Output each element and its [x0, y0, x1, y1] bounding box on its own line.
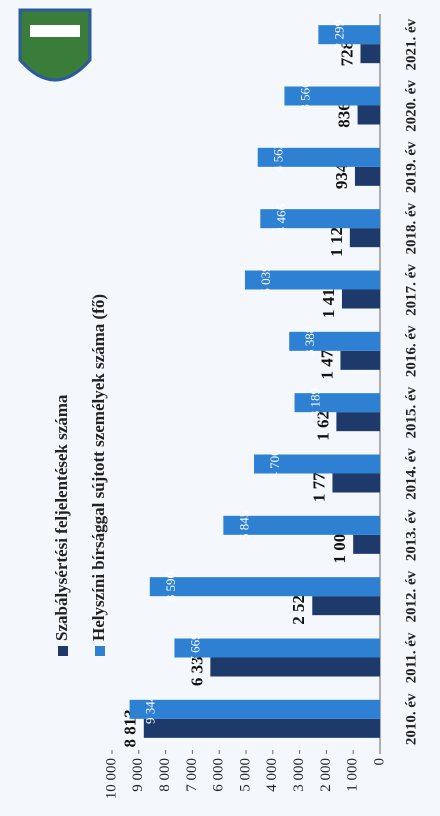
y-tick-label: 4 000 — [264, 758, 280, 792]
value-label: 3 388 — [302, 327, 317, 356]
y-tick-label: 5 000 — [237, 758, 253, 792]
value-label: 728 — [337, 41, 356, 67]
value-label: 4 700 — [267, 449, 282, 478]
x-tick-label: 2014. év — [403, 448, 419, 500]
bar — [257, 147, 381, 167]
value-label: 7 669 — [187, 633, 202, 662]
x-tick-label: 2010. év — [403, 693, 419, 745]
bar — [174, 638, 380, 658]
value-label: 5 039 — [258, 265, 273, 294]
y-tick-label: 10 000 — [103, 758, 119, 799]
plot-area: 0 1 000 2 000 3 000 4 000 5 000 6 000 7 000 8 00… — [52, 14, 419, 799]
x-tick-label: 2020. év — [403, 80, 419, 132]
bar — [244, 270, 380, 290]
value-label: 3 566 — [297, 81, 312, 111]
value-label: 934 — [332, 163, 351, 189]
bar — [312, 596, 380, 616]
bar — [341, 289, 380, 309]
value-label: 8 590 — [163, 572, 178, 601]
legend-swatch — [95, 646, 105, 656]
bar — [254, 454, 380, 474]
x-tick-label: 2017. év — [403, 264, 419, 316]
bar — [360, 44, 380, 64]
value-label: 4 563 — [271, 143, 286, 172]
bar — [260, 209, 380, 229]
bar — [340, 350, 380, 370]
x-tick-label: 2012. év — [403, 570, 419, 622]
bar — [353, 534, 380, 554]
y-tick-label: 2 000 — [318, 758, 334, 792]
bar — [336, 412, 380, 432]
bar — [223, 515, 380, 535]
y-tick-label: 1 000 — [345, 758, 361, 792]
x-tick-label: 2013. év — [403, 509, 419, 561]
bar — [129, 699, 380, 719]
value-label: 3 189 — [308, 388, 323, 417]
x-tick-label: 2016. év — [403, 325, 419, 377]
y-tick-label: 0 — [371, 758, 387, 766]
bar — [143, 718, 380, 738]
bar — [294, 393, 380, 413]
y-tick-label: 7 000 — [184, 758, 200, 792]
legend-swatch — [58, 646, 68, 656]
bar — [349, 228, 381, 248]
bar — [332, 473, 380, 493]
x-tick-label: 2018. év — [403, 202, 419, 254]
x-tick-label: 2015. év — [403, 386, 419, 438]
bar — [289, 331, 380, 351]
value-label: 2 299 — [331, 20, 346, 49]
value-label: 9 344 — [143, 694, 158, 724]
value-label: 4 466 — [273, 204, 288, 234]
bar — [284, 86, 381, 106]
bar — [318, 25, 381, 45]
y-tick-label: 9 000 — [130, 758, 146, 792]
legend-label: Szabálysértési feljelentések száma — [52, 394, 71, 641]
x-tick-label: 2011. év — [403, 632, 419, 683]
legend-label: Helyszíni bírsággal sújtott személyek sz… — [89, 294, 108, 641]
y-tick-label: 6 000 — [211, 758, 227, 792]
x-tick-label: 2019. év — [403, 141, 419, 193]
bar — [210, 657, 380, 677]
bar — [357, 105, 381, 125]
bar — [149, 577, 380, 597]
y-tick-label: 3 000 — [291, 758, 307, 792]
logo — [18, 8, 92, 82]
value-label: 5 845 — [236, 511, 251, 540]
value-label: 836 — [335, 102, 354, 128]
bar — [354, 166, 381, 186]
y-tick-label: 8 000 — [157, 758, 173, 792]
x-tick-label: 2021. év — [403, 18, 419, 70]
